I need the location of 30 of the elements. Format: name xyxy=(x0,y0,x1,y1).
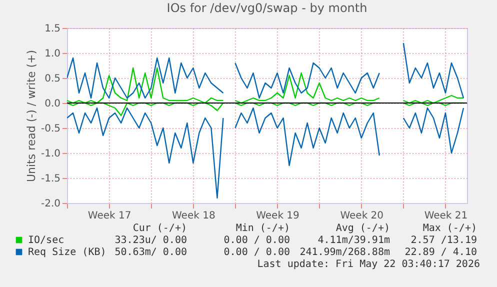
text: 2.57 /13.19 xyxy=(410,235,477,246)
x-tick-label: Week 17 xyxy=(88,210,132,222)
text: Max (-/+) xyxy=(422,223,477,234)
text: 50.63m/ 0.00 xyxy=(114,247,187,258)
y-tick-label: 0.5 xyxy=(44,74,60,84)
chart-title: IOs for /dev/vg0/swap - by month xyxy=(166,1,368,15)
text: 33.23u/ 0.00 xyxy=(114,235,187,246)
y-tick-label: 0.0 xyxy=(44,98,60,110)
legend-label: Req Size (KB) xyxy=(28,247,106,258)
x-tick-label: Week 21 xyxy=(424,210,468,222)
text: 0.00 / 0.00 xyxy=(224,247,290,258)
text: Cur (-/+) xyxy=(132,223,187,234)
text: 0.00 / 0.00 xyxy=(224,235,290,246)
y-tick-label: -0.5 xyxy=(40,124,60,134)
text: 22.89 / 4.10 xyxy=(404,247,477,258)
text: Avg (-/+) xyxy=(336,223,390,234)
text: Min (-/+) xyxy=(236,223,290,234)
y-tick-label: -1.0 xyxy=(40,148,60,160)
y-axis-title: Units read (-) / write (+) xyxy=(24,50,38,182)
text: 4.11m/39.91m xyxy=(318,235,390,246)
y-tick-label: -2.0 xyxy=(40,198,60,210)
y-tick-label: 1.0 xyxy=(44,48,60,60)
x-tick-label: Week 18 xyxy=(172,210,216,222)
x-tick-label: Week 20 xyxy=(340,210,384,222)
y-tick-label: -1.5 xyxy=(40,174,60,184)
text: Last update: Fri May 22 03:40:17 2026 xyxy=(257,259,480,270)
text: 241.99m/268.88m xyxy=(300,247,390,258)
y-tick-label: 1.5 xyxy=(44,24,60,34)
legend-label: IO/sec xyxy=(28,235,64,246)
x-tick-label: Week 19 xyxy=(256,210,300,222)
